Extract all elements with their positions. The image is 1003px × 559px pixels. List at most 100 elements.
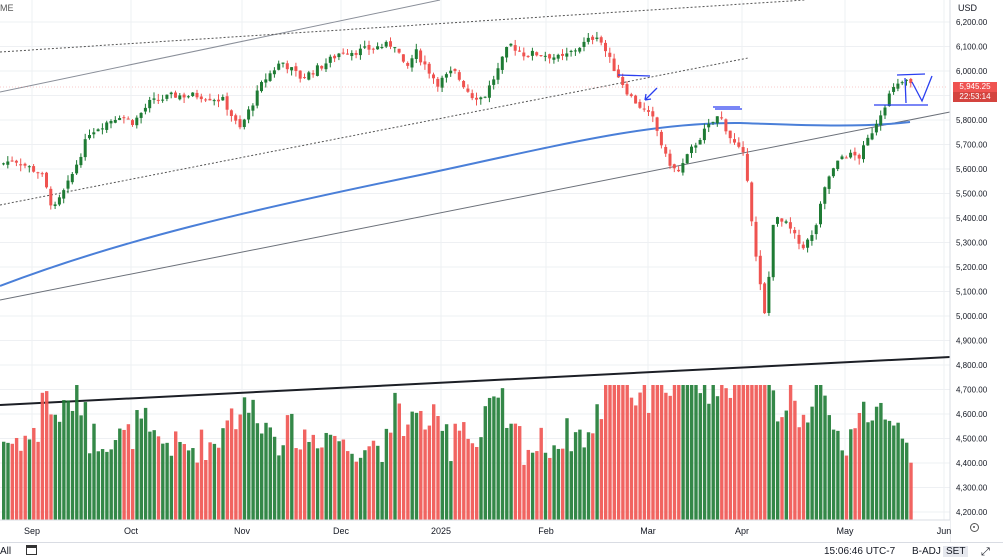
volume-bar (737, 385, 741, 520)
candle-body (298, 70, 302, 79)
annotation-check-icon (911, 75, 933, 103)
volume-bar (62, 400, 66, 520)
volume-bar (522, 464, 526, 520)
calendar-icon[interactable] (26, 545, 37, 555)
candle-body (745, 153, 749, 181)
candle-body (66, 180, 70, 189)
candle-body (634, 95, 638, 104)
candle-body (247, 109, 251, 120)
volume-bar (659, 385, 664, 520)
volume-bar (905, 442, 909, 520)
volume-bar (844, 455, 849, 520)
time-tick-label: Oct (124, 526, 139, 536)
adjustment-toggle[interactable]: B-ADJ (912, 546, 941, 557)
candle-body (363, 46, 367, 48)
gear-icon[interactable] (970, 523, 979, 532)
candle-body (552, 57, 556, 60)
candle-body (565, 53, 569, 57)
volume-bar (182, 444, 186, 520)
volume-bar (745, 385, 750, 520)
volume-bar (92, 423, 96, 520)
candle-body (530, 50, 534, 56)
range-all-button[interactable]: All (0, 546, 12, 557)
volume-bar (272, 436, 277, 520)
volume-bar (414, 412, 419, 520)
candle-body (659, 131, 663, 146)
time-tick-label: Sep (24, 526, 40, 536)
candle-body (178, 95, 182, 100)
volume-bar (264, 422, 268, 520)
volume-bar (45, 391, 49, 520)
candle-body (879, 115, 883, 126)
candle-body (758, 255, 762, 285)
volume-bar (324, 432, 328, 520)
symbol-label: ME (0, 3, 14, 13)
candle-body (457, 72, 461, 80)
price-axis[interactable]: 6,200.006,100.006,000.005,900.005,800.00… (956, 18, 988, 517)
candle-body (905, 79, 908, 81)
volume-bar (840, 450, 844, 520)
session-toggle[interactable]: SET (943, 546, 969, 557)
volume-bar (569, 451, 573, 520)
volume-bar (831, 429, 836, 520)
candle-body (152, 98, 156, 100)
candle-body (836, 160, 840, 169)
price-tick-label: 5,800.00 (956, 116, 988, 125)
volume-bar (247, 412, 251, 520)
volume-bar (410, 411, 414, 520)
volume-bar (122, 429, 126, 520)
candle-body (131, 120, 134, 125)
volume-bar (827, 415, 831, 520)
volume-bar (109, 449, 113, 520)
volume-bar (819, 385, 823, 520)
volume-bar (436, 416, 440, 520)
candle-body (427, 63, 431, 74)
price-chart[interactable]: 6,200.006,100.006,000.005,900.005,800.00… (0, 0, 1003, 542)
volume-bar (320, 447, 324, 520)
candle-body (750, 182, 754, 222)
volume-bar (165, 442, 169, 520)
time-axis[interactable]: Sep Oct Nov Dec 2025 Feb Mar Apr May Jun (24, 526, 951, 536)
volume-bar (505, 427, 509, 520)
candle-body (475, 97, 478, 100)
candle-body (436, 78, 440, 87)
candle-body (384, 41, 388, 47)
volume-bar (208, 442, 212, 520)
candle-body (380, 47, 384, 49)
candle-body (315, 65, 319, 76)
trendline-middle-dotted (0, 57, 749, 206)
candle-body (406, 62, 410, 66)
candle-body (737, 142, 741, 147)
expand-icon[interactable]: ⤢ (981, 546, 990, 558)
candle-body (290, 67, 294, 71)
candle-body (208, 98, 212, 101)
candle-body (788, 222, 792, 229)
candle-body (616, 69, 620, 78)
volume-bar (836, 430, 840, 520)
clock-readout[interactable]: 15:06:46 UTC-7 (824, 546, 896, 557)
price-tick-label: 4,900.00 (956, 337, 988, 346)
candle-body (242, 119, 246, 128)
volume-bar (543, 452, 548, 520)
volume-bar (539, 427, 543, 520)
volume-bar (105, 451, 109, 520)
volume-bar (152, 430, 156, 520)
candle-body (337, 53, 341, 58)
volume-bar (896, 422, 900, 520)
candle-body (647, 110, 650, 112)
candle-body (862, 145, 865, 160)
candle-body (32, 166, 36, 172)
candle-body (591, 36, 595, 40)
candle-body (651, 111, 655, 117)
candle-body (371, 48, 375, 50)
candle-body (556, 54, 560, 59)
candle-body (793, 229, 797, 234)
candle-body (548, 54, 552, 59)
volume-bar (277, 455, 281, 520)
volume-bar (780, 417, 784, 520)
time-tick-label: Nov (234, 526, 251, 536)
volume-bar (346, 451, 350, 520)
volume-bar (870, 420, 874, 520)
candle-body (414, 49, 418, 59)
currency-label[interactable]: USD (958, 3, 978, 13)
